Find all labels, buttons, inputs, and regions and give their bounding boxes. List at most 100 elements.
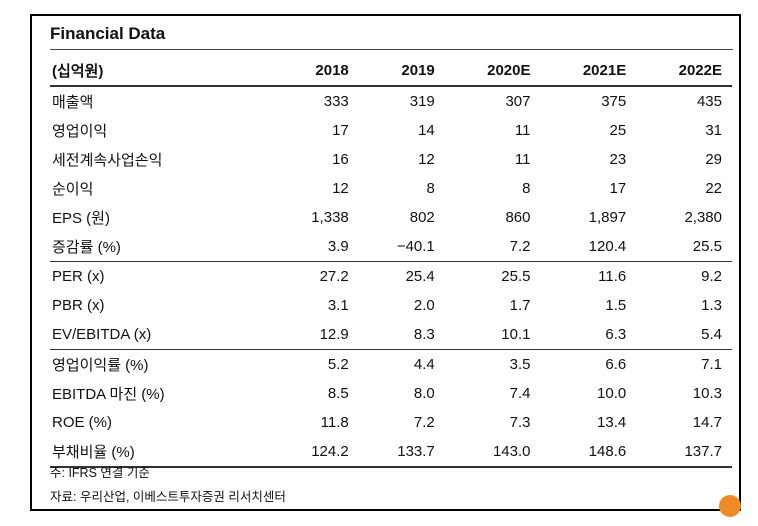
table-cell: 25.4 — [405, 268, 435, 285]
table-cell: 10.1 — [444, 320, 541, 350]
table-cell: 124.2 — [273, 437, 359, 468]
table-row: EV/EBITDA (x) 12.9 8.3 10.1 6.3 5.4 — [50, 320, 732, 350]
table-row: PER (x) 27.2 25.4 25.5 11.6 9.2 — [50, 262, 732, 292]
header-2020e: 2020E — [444, 56, 541, 87]
table-row: EPS (원) 1,338 802 860 1,897 2,380 — [50, 203, 732, 232]
table-row: 증감률 (%) 3.9 −40.1 7.2 120.4 25.5 — [50, 232, 732, 262]
table-cell: 1,897 — [588, 209, 627, 226]
table-cell: 5.2 — [327, 356, 349, 373]
row-label: PBR (x) — [52, 297, 105, 314]
table-cell: 17 — [332, 122, 349, 139]
table-cell: 17 — [609, 180, 627, 197]
header-2022e: 2022E — [636, 56, 732, 87]
table-cell: 5.4 — [636, 320, 732, 350]
table-cell: 10.3 — [692, 385, 722, 402]
table-cell: 2.0 — [413, 297, 435, 314]
table-cell: 333 — [323, 93, 349, 110]
table-cell: 25.5 — [636, 232, 732, 262]
header-unit: (십억원) — [50, 56, 274, 87]
table-cell: 23 — [609, 151, 627, 168]
decorative-circle — [719, 495, 741, 517]
table-cell: 3.5 — [509, 356, 531, 373]
table-cell: 307 — [505, 93, 531, 110]
table-row: 부채비율 (%) 124.2 133.7 143.0 148.6 137.7 — [50, 437, 732, 468]
table-cell: 1.5 — [605, 297, 627, 314]
table-cell: 11.6 — [598, 268, 627, 285]
title-divider — [50, 49, 733, 50]
header-2018: 2018 — [273, 56, 359, 87]
table-cell: 11.8 — [320, 414, 349, 431]
row-label: ROE (%) — [52, 414, 112, 431]
financial-data-panel: Financial Data (십억원) 2018 2019 2020E 202… — [30, 14, 741, 517]
row-label: EBITDA 마진 (%) — [52, 386, 165, 403]
table-cell: 133.7 — [358, 437, 445, 468]
table-row: 영업이익률 (%) 5.2 4.4 3.5 6.6 7.1 — [50, 350, 732, 380]
header-2019: 2019 — [358, 56, 445, 87]
table-cell: 7.1 — [701, 356, 722, 373]
table-cell: 137.7 — [636, 437, 732, 468]
table-cell: 3.9 — [273, 232, 359, 262]
table-body: 매출액 333 319 307 375 435 영업이익 17 14 11 25 31 세전계속사업손익… — [50, 86, 732, 468]
table-row: ROE (%) 11.8 7.2 7.3 13.4 14.7 — [50, 408, 732, 437]
table-cell: 1.3 — [701, 297, 722, 314]
table-cell: 143.0 — [444, 437, 541, 468]
table-cell: 14 — [418, 122, 435, 139]
row-label: 매출액 — [52, 94, 94, 111]
table-row: 영업이익 17 14 11 25 31 — [50, 116, 732, 145]
table-cell: 6.6 — [605, 356, 627, 373]
footnote-source: 자료: 우리산업, 이베스트투자증권 리서치센터 — [50, 490, 286, 504]
table-cell: 7.4 — [509, 385, 531, 402]
table-cell: 6.3 — [540, 320, 637, 350]
row-label: 순이익 — [52, 181, 94, 198]
footnote-basis: 주: IFRS 연결 기준 — [50, 466, 150, 480]
table-cell: 12 — [418, 151, 435, 168]
table-cell: 25 — [609, 122, 627, 139]
row-label: 영업이익 — [52, 123, 108, 140]
table-cell: 10.0 — [597, 385, 627, 402]
table-row: 순이익 12 8 8 17 22 — [50, 174, 732, 203]
table-cell: 8 — [426, 180, 435, 197]
table-cell: 12.9 — [273, 320, 359, 350]
table-cell: 14.7 — [692, 414, 722, 431]
table-cell: 22 — [705, 180, 722, 197]
row-label: 부채비율 (%) — [50, 437, 274, 468]
table-cell: 802 — [409, 209, 435, 226]
table-cell: 3.1 — [327, 297, 349, 314]
table-cell: 25.5 — [501, 268, 531, 285]
table-cell: 8.5 — [327, 385, 349, 402]
table-cell: 13.4 — [597, 414, 627, 431]
table-cell: 11 — [514, 151, 531, 168]
table-cell: 148.6 — [540, 437, 637, 468]
table-row: PBR (x) 3.1 2.0 1.7 1.5 1.3 — [50, 291, 732, 320]
row-label: EV/EBITDA (x) — [50, 320, 274, 350]
table-cell: 31 — [705, 122, 722, 139]
table-cell: 2,380 — [684, 209, 722, 226]
table-cell: −40.1 — [358, 232, 445, 262]
table-cell: 9.2 — [701, 268, 722, 285]
table-cell: 11 — [514, 122, 531, 139]
table-cell: 16 — [332, 151, 349, 168]
table-row: 매출액 333 319 307 375 435 — [50, 86, 732, 116]
table-cell: 27.2 — [319, 268, 349, 285]
table-cell: 1,338 — [311, 209, 349, 226]
row-label: PER (x) — [52, 268, 105, 285]
row-label: 세전계속사업손익 — [52, 152, 163, 169]
table-cell: 120.4 — [540, 232, 637, 262]
table-cell: 1.7 — [509, 297, 531, 314]
table-row: EBITDA 마진 (%) 8.5 8.0 7.4 10.0 10.3 — [50, 379, 732, 408]
row-label: EPS (원) — [52, 210, 110, 227]
table-cell: 4.4 — [413, 356, 435, 373]
table-cell: 12 — [332, 180, 349, 197]
table-cell: 8 — [522, 180, 531, 197]
row-label: 영업이익률 (%) — [52, 357, 149, 374]
table-cell: 319 — [409, 93, 435, 110]
panel-title: Financial Data — [50, 24, 166, 43]
table-cell: 8.0 — [413, 385, 435, 402]
table-cell: 29 — [705, 151, 722, 168]
row-label: 증감률 (%) — [50, 232, 274, 262]
table-cell: 435 — [696, 93, 722, 110]
table-cell: 375 — [601, 93, 627, 110]
header-2021e: 2021E — [540, 56, 637, 87]
table-cell: 7.2 — [413, 414, 435, 431]
table-cell: 8.3 — [358, 320, 445, 350]
